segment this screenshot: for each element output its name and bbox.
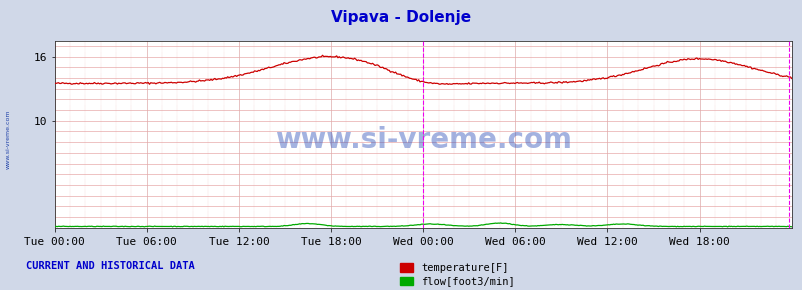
Legend: temperature[F], flow[foot3/min]: temperature[F], flow[foot3/min]	[395, 259, 519, 290]
Text: www.si-vreme.com: www.si-vreme.com	[274, 126, 571, 154]
Text: CURRENT AND HISTORICAL DATA: CURRENT AND HISTORICAL DATA	[26, 261, 194, 271]
Text: www.si-vreme.com: www.si-vreme.com	[6, 109, 10, 169]
Text: Vipava - Dolenje: Vipava - Dolenje	[331, 10, 471, 25]
